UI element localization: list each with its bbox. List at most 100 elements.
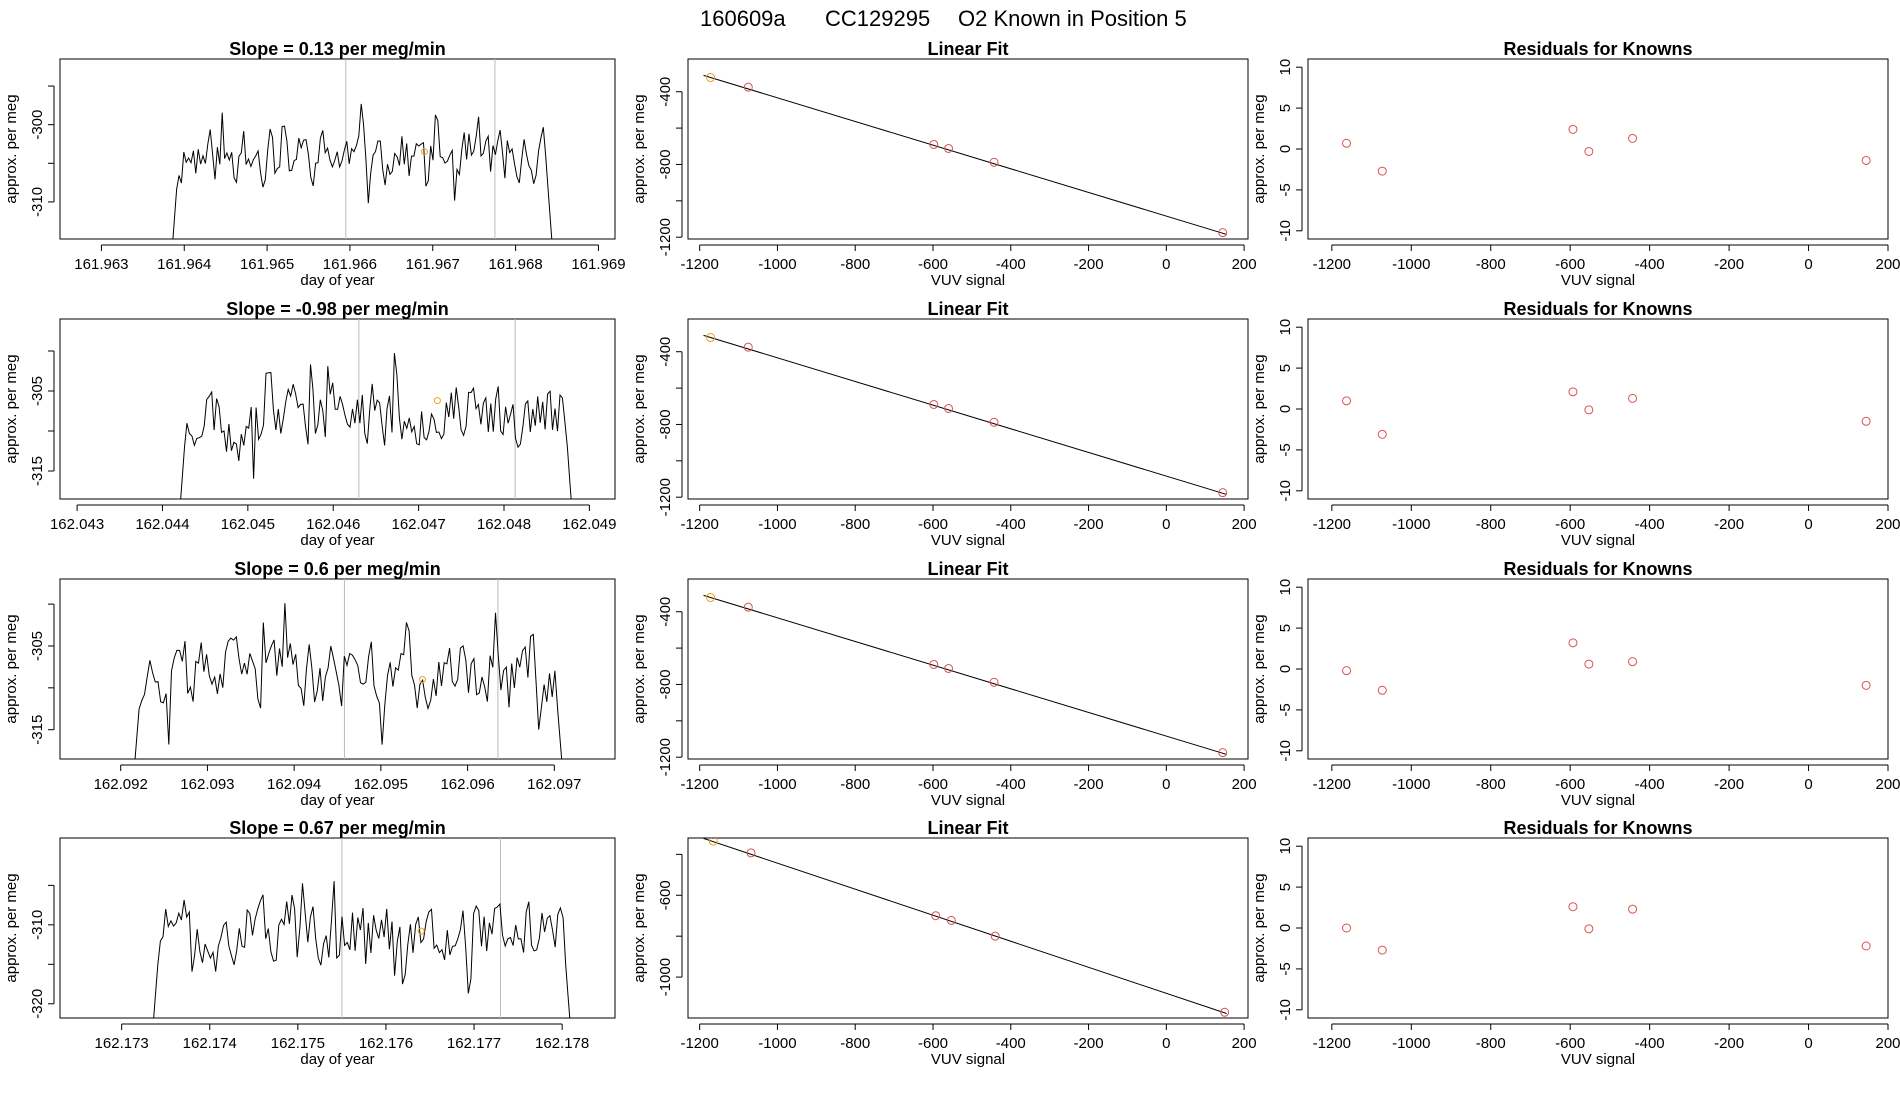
y-tick-label: -10 (1277, 999, 1294, 1021)
x-tick-label: -600 (1555, 256, 1585, 273)
x-tick-label: -800 (840, 1035, 870, 1052)
x-tick-label: 200 (1875, 516, 1900, 533)
residual-point (1861, 941, 1871, 951)
y-tick-label: -1200 (657, 218, 674, 256)
y-tick-label: -320 (29, 989, 46, 1019)
x-tick-label: -400 (1635, 776, 1665, 793)
x-tick-label: 162.174 (183, 1035, 237, 1052)
y-axis: -400 -800 -1200 approx. per meg (631, 597, 683, 776)
data-point (1218, 228, 1228, 238)
y-tick-label: 5 (1277, 624, 1294, 632)
plot-frame (1307, 578, 1889, 760)
x-axis: 162.092 162.093 162.094 162.095 162.096 162.0… (94, 764, 581, 809)
y-axis-label: approx. per meg (631, 354, 648, 463)
y-axis-label: approx. per meg (3, 354, 20, 463)
x-tick-label: 0 (1804, 516, 1812, 533)
x-tick-label: -1000 (758, 776, 796, 793)
data-point (989, 677, 999, 687)
plot-frame (1307, 318, 1889, 500)
y-tick-label: -310 (29, 187, 46, 217)
x-tick-label: -1000 (1392, 256, 1430, 273)
y-tick-label: 10 (1277, 319, 1294, 336)
y-tick-label: 5 (1277, 883, 1294, 891)
data-point (1218, 748, 1228, 758)
y-tick-label: -800 (657, 409, 674, 439)
x-tick-label: 161.966 (323, 256, 377, 273)
x-tick-label: -400 (1635, 1035, 1665, 1052)
y-tick-label: -400 (657, 597, 674, 627)
y-tick-label: 10 (1277, 59, 1294, 76)
x-tick-label: 162.093 (180, 776, 234, 793)
residual-point (1377, 429, 1387, 439)
y-tick-label: 10 (1277, 838, 1294, 855)
plot-data (153, 838, 571, 1018)
x-tick-label: 162.049 (562, 516, 616, 533)
residual-point (1377, 685, 1387, 695)
data-point (990, 931, 1000, 941)
plot-frame (687, 318, 1249, 500)
x-axis-label: day of year (300, 1051, 374, 1068)
x-tick-label: -200 (1714, 1035, 1744, 1052)
x-tick-label: -200 (1074, 256, 1104, 273)
x-tick-label: 162.046 (306, 516, 360, 533)
y-tick-label: -1200 (657, 738, 674, 776)
y-tick-label: -315 (29, 715, 46, 745)
x-tick-label: -1000 (758, 516, 796, 533)
plot-data (134, 579, 563, 759)
y-axis: -400 -800 -1200 approx. per meg (631, 337, 683, 516)
x-tick-label: 200 (1875, 1035, 1900, 1052)
plot-data (703, 333, 1228, 498)
residual-point (1568, 124, 1578, 134)
x-tick-label: 162.096 (440, 776, 494, 793)
x-tick-label: 162.045 (221, 516, 275, 533)
y-tick-label: -1200 (657, 478, 674, 516)
data-point (746, 848, 756, 858)
y-axis: -400 -800 -1200 approx. per meg (631, 77, 683, 256)
panel-residuals-row-4: Residuals for Knowns-1200 -1000 -800 -600 -4… (1251, 818, 1900, 1068)
fit-line (703, 74, 1227, 235)
y-tick-label: -400 (657, 77, 674, 107)
x-tick-label: 162.176 (359, 1035, 413, 1052)
plot-data (1342, 124, 1871, 176)
x-axis-label: VUV signal (1561, 792, 1635, 809)
x-tick-label: 0 (1804, 1035, 1812, 1052)
y-tick-label: 5 (1277, 104, 1294, 112)
residual-point (1568, 638, 1578, 648)
highlight-point (417, 927, 425, 935)
panel-residuals-row-3: Residuals for Knowns-1200 -1000 -800 -600 -4… (1251, 559, 1900, 809)
data-point (944, 143, 954, 153)
panel-residuals-row-1: Residuals for Knowns-1200 -1000 -800 -600 -4… (1251, 39, 1900, 289)
plot-data (172, 59, 553, 239)
panel-title: Residuals for Knowns (1503, 818, 1692, 838)
plot-frame (59, 837, 616, 1019)
y-tick-label: 0 (1277, 145, 1294, 153)
x-tick-label: -1000 (1392, 1035, 1430, 1052)
x-tick-label: 161.965 (240, 256, 294, 273)
x-tick-label: -400 (996, 256, 1026, 273)
y-axis-label: approx. per meg (1251, 873, 1268, 982)
x-tick-label: 162.044 (135, 516, 189, 533)
panel-title: Slope = 0.67 per meg/min (229, 818, 446, 838)
panel-title: Slope = 0.13 per meg/min (229, 39, 446, 59)
x-axis-label: VUV signal (931, 1051, 1005, 1068)
residual-point (1568, 387, 1578, 397)
x-tick-label: 0 (1162, 516, 1170, 533)
residual-point (1377, 945, 1387, 955)
plot-frame (59, 578, 616, 760)
residual-point (1584, 924, 1594, 934)
plot-data (703, 593, 1228, 758)
data-point (946, 915, 956, 925)
y-axis-label: approx. per meg (3, 614, 20, 723)
y-axis: -600 -1000 approx. per meg (631, 853, 683, 996)
panel-title: Residuals for Knowns (1503, 39, 1692, 59)
figure-title-position: O2 Known in Position 5 (958, 6, 1187, 31)
panel-linear-fit-row-2: Linear Fit -1200 -1000 -800 -600 -400 -200 0 200… (631, 299, 1257, 549)
panel-title: Residuals for Knowns (1503, 299, 1692, 319)
x-tick-label: 162.043 (50, 516, 104, 533)
panel-title: Residuals for Knowns (1503, 559, 1692, 579)
residual-point (1584, 659, 1594, 669)
residual-point (1861, 155, 1871, 165)
x-axis-label: day of year (300, 792, 374, 809)
x-tick-label: -600 (918, 516, 948, 533)
